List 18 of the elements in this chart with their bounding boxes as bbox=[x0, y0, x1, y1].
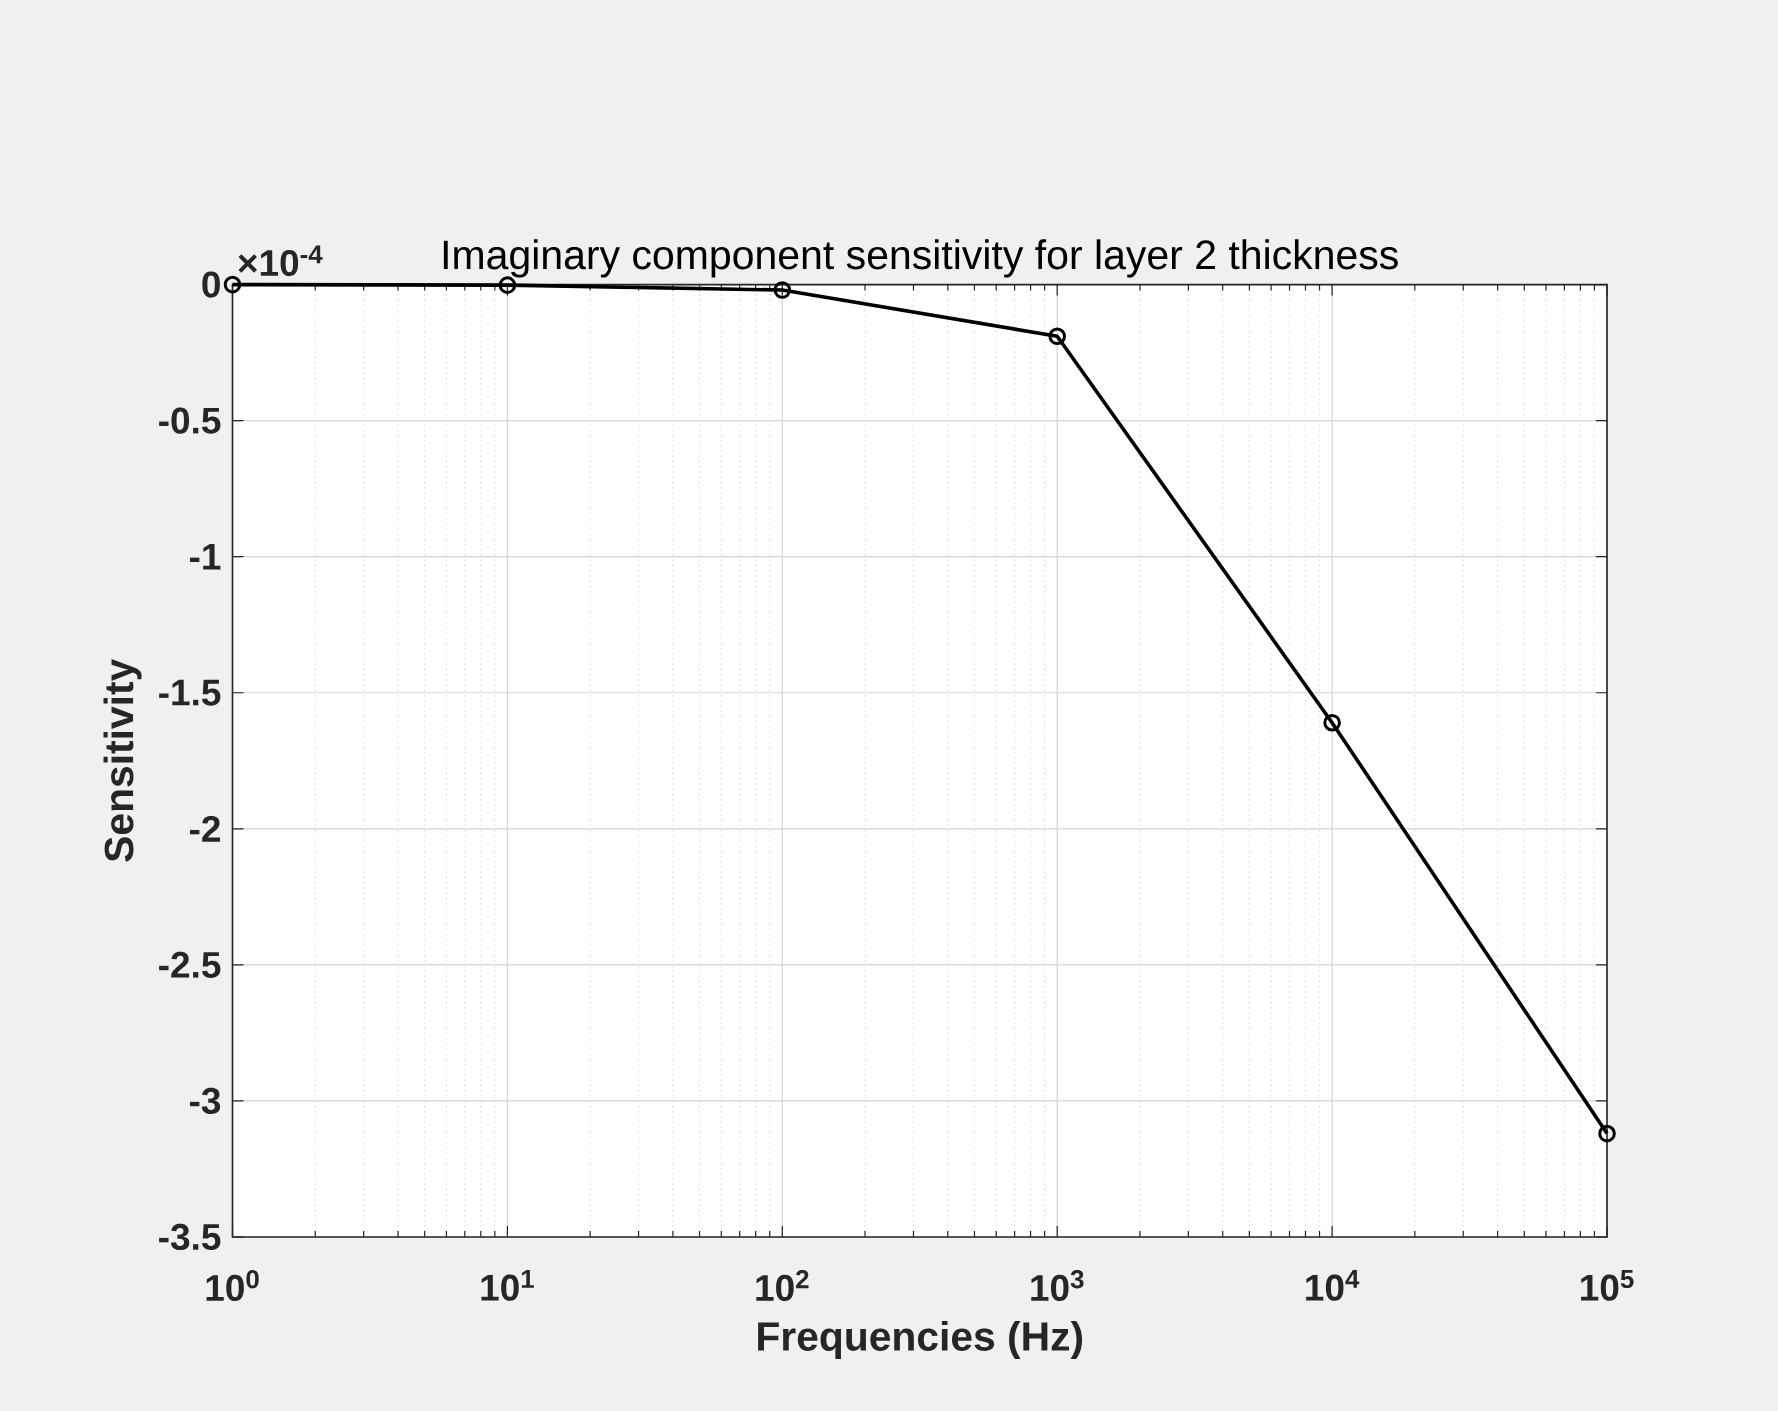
x-tick-label: 10$^{1}$ bbox=[481, 1270, 534, 1301]
y-tick-label: -2 bbox=[189, 815, 220, 842]
y-tick-label: -1.5 bbox=[159, 679, 221, 706]
x-tick-label: 10$^{0}$ bbox=[206, 1270, 259, 1302]
y-tick-label: -0.5 bbox=[159, 407, 221, 434]
chart-title: Imaginary component sensitivity for layer 2 thickness bbox=[443, 239, 1398, 278]
y-tick-label: -3.5 bbox=[159, 1223, 221, 1251]
x-axis-title: Frequencies (Hz) bbox=[758, 1320, 1083, 1359]
text: ×10$^{-4}$ bbox=[238, 245, 323, 277]
x-tick-label: 10$^{5}$ bbox=[1581, 1270, 1634, 1301]
x-tick-label: 10$^{4}$ bbox=[1306, 1270, 1360, 1301]
y-tick-label: -2.5 bbox=[159, 951, 221, 978]
y-tick-label: 0 bbox=[202, 271, 220, 298]
x-tick-label: 10$^{3}$ bbox=[1031, 1270, 1084, 1302]
y-axis-title: Sensitivity bbox=[103, 658, 142, 862]
x-tick-label: 10$^{2}$ bbox=[756, 1270, 809, 1302]
y-tick-label: -1 bbox=[189, 543, 221, 570]
y-tick-label: -3 bbox=[189, 1087, 221, 1115]
